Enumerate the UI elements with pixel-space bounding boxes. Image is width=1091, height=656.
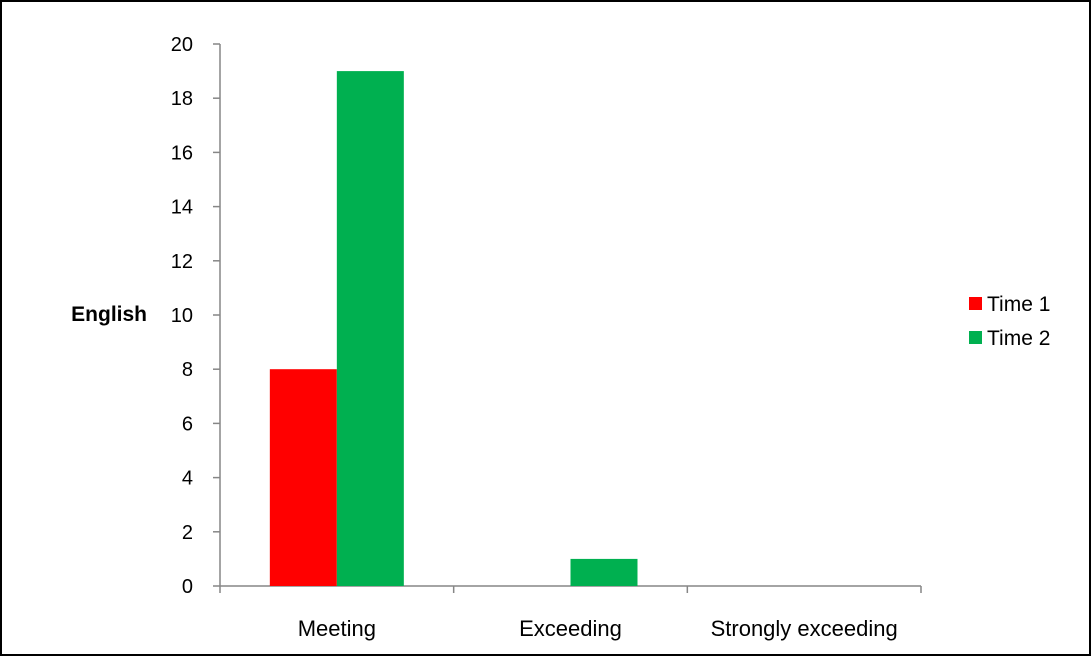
y-tick-label: 8 (182, 359, 193, 381)
x-category-label: Meeting (298, 616, 376, 641)
y-tick-label: 14 (171, 197, 193, 219)
bar-time-2-meeting (336, 71, 404, 587)
x-category-label: Exceeding (519, 616, 622, 641)
legend-label: Time 1 (987, 293, 1050, 316)
legend: Time 1 Time 2 (969, 293, 1050, 350)
chart-labels: 0 2 4 6 8 10 12 14 16 18 20 Meeting Exceeding Strongl… (171, 34, 898, 641)
y-tick-label: 2 (182, 522, 193, 544)
y-tick-label: 12 (171, 251, 193, 273)
y-tick-label: 6 (182, 413, 193, 435)
y-tick-label: 0 (182, 576, 193, 598)
bar-time-1-meeting (269, 369, 337, 586)
chart-bars (269, 71, 638, 587)
y-tick-label: 16 (171, 142, 193, 164)
y-tick-label: 10 (171, 305, 193, 327)
y-axis-label: English (71, 303, 147, 326)
legend-swatch (969, 331, 982, 344)
legend-swatch (969, 297, 982, 310)
legend-label: Time 2 (987, 327, 1050, 350)
bar-time-2-exceeding (570, 558, 638, 586)
y-tick-label: 20 (171, 34, 193, 56)
y-tick-label: 18 (171, 88, 193, 110)
x-category-label: Strongly exceeding (711, 616, 898, 641)
y-tick-label: 4 (182, 468, 193, 490)
